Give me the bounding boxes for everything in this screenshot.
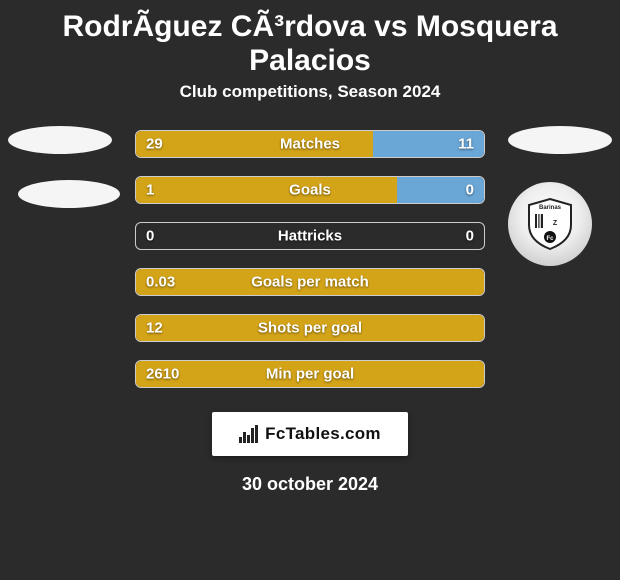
stat-row: 29 11 Matches	[135, 130, 485, 158]
left-player-avatar-1	[8, 126, 112, 154]
stat-label: Matches	[280, 136, 340, 153]
brand-box: FcTables.com	[212, 412, 408, 456]
left-value: 0.03	[146, 274, 175, 291]
svg-text:Z: Z	[553, 220, 558, 227]
right-value: 11	[458, 136, 474, 153]
right-value: 0	[466, 182, 474, 199]
left-value: 0	[146, 228, 154, 245]
stat-label: Goals	[289, 182, 331, 199]
club-name-text: Barinas	[539, 205, 562, 211]
left-value: 1	[146, 182, 154, 199]
svg-text:Fc: Fc	[546, 236, 554, 242]
left-value: 2610	[146, 366, 179, 383]
stat-label: Hattricks	[278, 228, 342, 245]
stat-row: 0 0 Hattricks	[135, 222, 485, 250]
left-value: 12	[146, 320, 163, 337]
right-player-avatar-1	[508, 126, 612, 154]
stat-row: 2610 Min per goal	[135, 360, 485, 388]
stat-label: Goals per match	[251, 274, 369, 291]
stat-row: 1 0 Goals	[135, 176, 485, 204]
shield-icon: Barinas Z Fc	[525, 197, 575, 251]
left-player-avatar-2	[18, 180, 120, 208]
stat-label: Shots per goal	[258, 320, 362, 337]
brand-text: FcTables.com	[265, 424, 381, 444]
subtitle: Club competitions, Season 2024	[0, 82, 620, 120]
date-text: 30 october 2024	[0, 474, 620, 495]
stat-row: 12 Shots per goal	[135, 314, 485, 342]
left-fill	[136, 177, 397, 203]
stat-row: 0.03 Goals per match	[135, 268, 485, 296]
brand-chart-icon	[239, 425, 259, 443]
right-club-badge: Barinas Z Fc	[508, 182, 592, 266]
comparison-content: Barinas Z Fc 29 11 Matches 1 0 Goals 0 0 Hattric…	[0, 120, 620, 495]
right-value: 0	[466, 228, 474, 245]
stat-label: Min per goal	[266, 366, 354, 383]
stat-bars: 29 11 Matches 1 0 Goals 0 0 Hattricks 0.03 Goals p…	[135, 120, 485, 388]
left-value: 29	[146, 136, 163, 153]
page-title: RodrÃ­guez CÃ³rdova vs Mosquera Palacios	[0, 0, 620, 82]
